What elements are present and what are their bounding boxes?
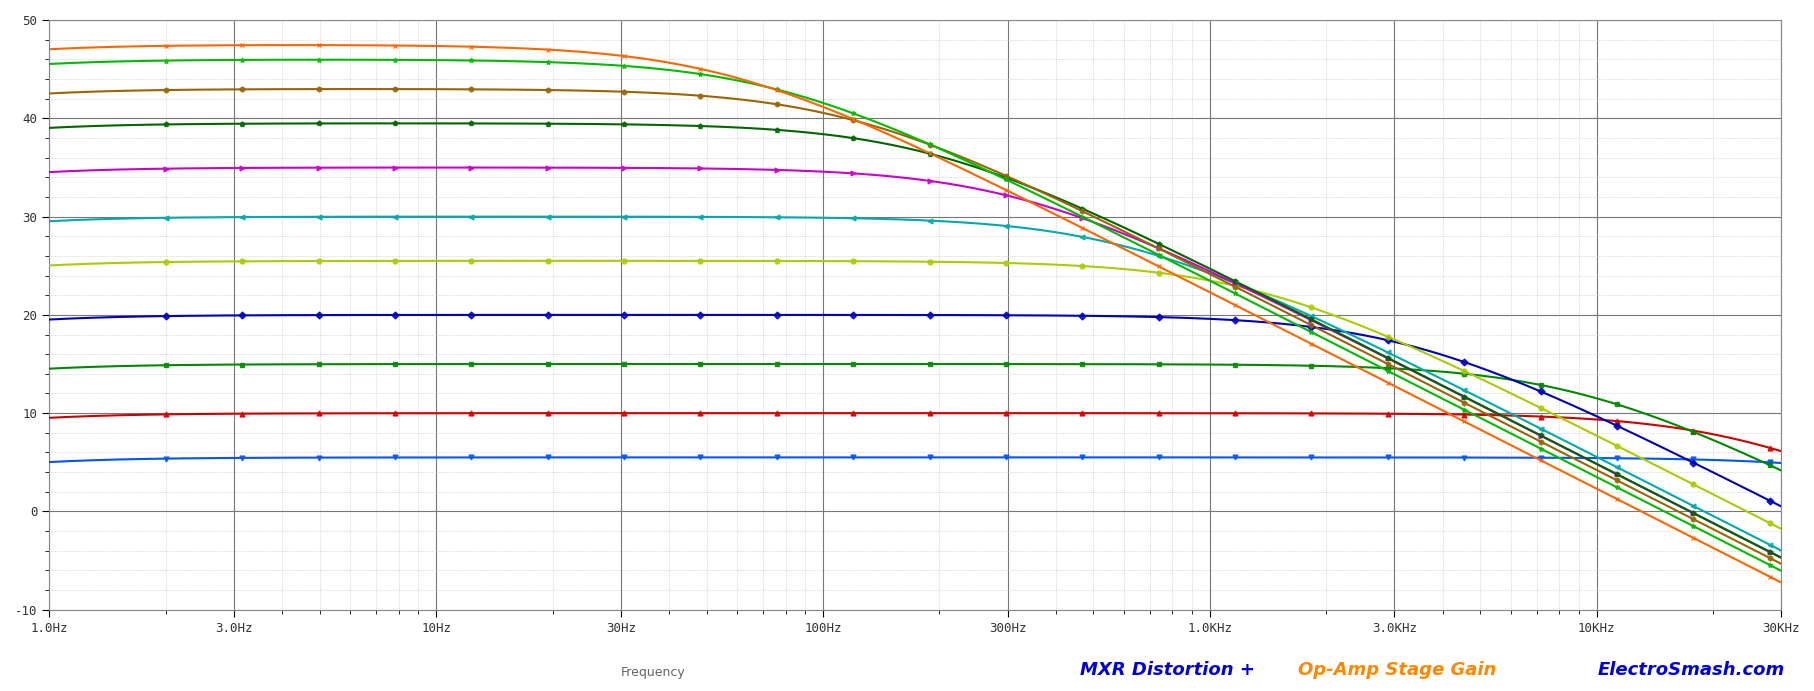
- Text: ElectroSmash.com: ElectroSmash.com: [1596, 661, 1783, 679]
- Text: MXR Distortion +: MXR Distortion +: [1079, 661, 1253, 679]
- Text: Op-Amp Stage Gain: Op-Amp Stage Gain: [1297, 661, 1495, 679]
- Text: Frequency: Frequency: [620, 665, 686, 679]
